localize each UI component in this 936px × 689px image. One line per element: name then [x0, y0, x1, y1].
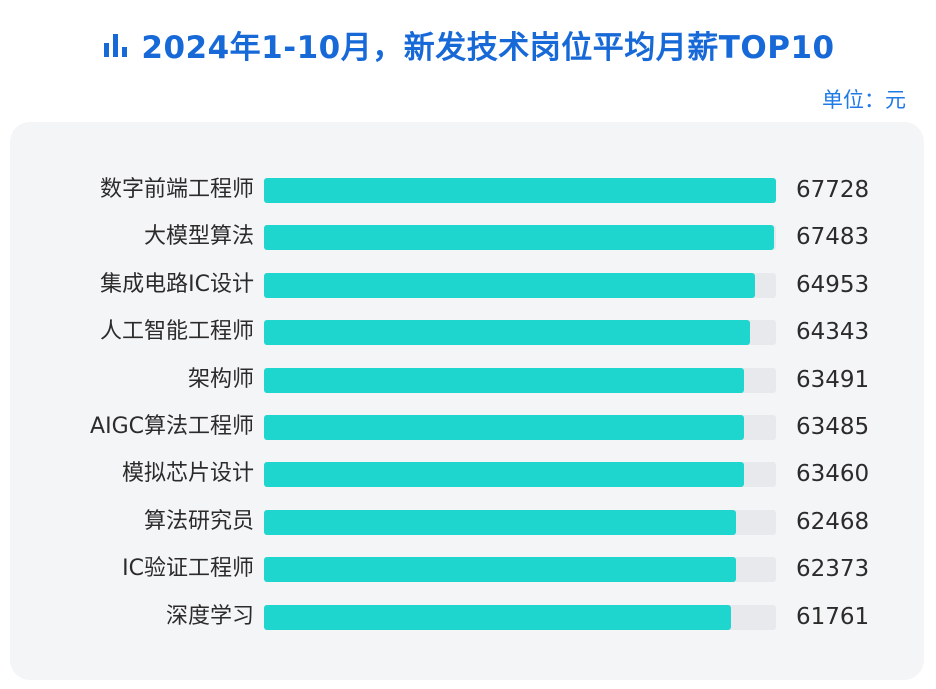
bar [264, 178, 776, 203]
bar-row: 数字前端工程师 67728 [10, 166, 924, 214]
category-label: 集成电路IC设计 [100, 271, 254, 297]
bar-track [264, 462, 776, 488]
bar [264, 320, 751, 346]
bar-row: 大模型算法 67483 [10, 213, 924, 261]
value-label: 64343 [796, 319, 870, 346]
bar-row: 人工智能工程师 64343 [10, 308, 924, 356]
bar [264, 462, 744, 488]
category-label: 架构师 [187, 366, 254, 392]
value-label: 67483 [796, 224, 870, 251]
bar [264, 604, 731, 630]
category-label: IC验证工程师 [122, 556, 254, 582]
bar-track [264, 509, 776, 535]
value-label: 64953 [796, 271, 870, 298]
bar-chart-icon [104, 34, 128, 57]
value-label: 62373 [796, 556, 870, 583]
bar-row: AIGC算法工程师 63485 [10, 403, 924, 451]
chart-panel: 数字前端工程师 67728 大模型算法 67483 集成电路IC设计 64953 人工智能工… [10, 122, 924, 680]
bar-track [264, 320, 776, 346]
bar-track [264, 367, 776, 393]
category-label: AIGC算法工程师 [90, 414, 254, 439]
category-label: 人工智能工程师 [99, 319, 254, 345]
value-label: 61761 [796, 603, 870, 630]
bar-row: 模拟芯片设计 63460 [10, 450, 924, 498]
bar-track [264, 225, 776, 251]
bar [264, 509, 737, 535]
bar-track [264, 178, 776, 203]
bar-row: 算法研究员 62468 [10, 498, 924, 546]
chart-header: 2024年1-10月，新发技术岗位平均月薪TOP10 [0, 18, 936, 70]
bar [264, 415, 744, 440]
value-label: 63491 [796, 366, 870, 393]
bar-track [264, 415, 776, 440]
bar [264, 557, 736, 583]
category-label: 模拟芯片设计 [121, 461, 254, 487]
bar [264, 367, 744, 393]
bar [264, 225, 775, 251]
bar-track [264, 557, 776, 583]
value-label: 63460 [796, 461, 870, 488]
bar-track [264, 272, 776, 298]
category-label: 大模型算法 [143, 224, 254, 250]
bar-row: 集成电路IC设计 64953 [10, 261, 924, 309]
bar [264, 272, 756, 298]
category-label: 算法研究员 [143, 508, 254, 534]
bar-row: 深度学习 61761 [10, 593, 924, 641]
value-label: 67728 [796, 177, 870, 203]
category-label: 数字前端工程师 [99, 177, 254, 202]
unit-label: 单位：元 [822, 88, 906, 112]
bar-track [264, 604, 776, 630]
bar-row: 架构师 63491 [10, 356, 924, 404]
bar-row: IC验证工程师 62373 [10, 545, 924, 593]
value-label: 63485 [796, 414, 870, 440]
category-label: 深度学习 [165, 603, 254, 629]
chart-title: 2024年1-10月，新发技术岗位平均月薪TOP10 [141, 29, 835, 66]
value-label: 62468 [796, 508, 870, 535]
bar-rows: 数字前端工程师 67728 大模型算法 67483 集成电路IC设计 64953 人工智能工… [10, 122, 924, 680]
